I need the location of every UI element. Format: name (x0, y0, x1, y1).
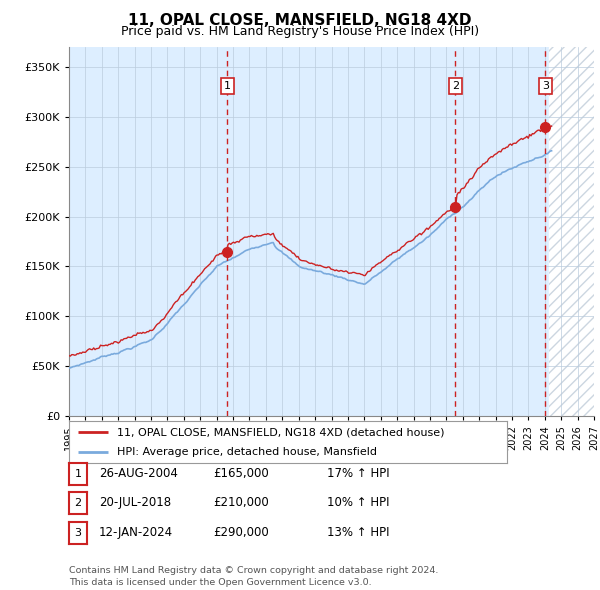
Bar (549, 47, 594, 416)
Text: 1: 1 (224, 81, 231, 91)
Text: Contains HM Land Registry data © Crown copyright and database right 2024.
This d: Contains HM Land Registry data © Crown c… (69, 566, 439, 587)
Text: 12-JAN-2024: 12-JAN-2024 (99, 526, 173, 539)
Text: 2: 2 (452, 81, 459, 91)
Text: £290,000: £290,000 (213, 526, 269, 539)
Text: 11, OPAL CLOSE, MANSFIELD, NG18 4XD (detached house): 11, OPAL CLOSE, MANSFIELD, NG18 4XD (det… (117, 427, 445, 437)
Text: 26-AUG-2004: 26-AUG-2004 (99, 467, 178, 480)
Text: Price paid vs. HM Land Registry's House Price Index (HPI): Price paid vs. HM Land Registry's House … (121, 25, 479, 38)
Bar (549, 47, 594, 416)
Text: 3: 3 (542, 81, 549, 91)
Text: 2: 2 (74, 499, 82, 508)
Text: 1: 1 (74, 469, 82, 478)
Text: £210,000: £210,000 (213, 496, 269, 509)
Text: 20-JUL-2018: 20-JUL-2018 (99, 496, 171, 509)
Text: HPI: Average price, detached house, Mansfield: HPI: Average price, detached house, Mans… (117, 447, 377, 457)
Text: £165,000: £165,000 (213, 467, 269, 480)
Text: 3: 3 (74, 528, 82, 537)
Text: 10% ↑ HPI: 10% ↑ HPI (327, 496, 389, 509)
Text: 11, OPAL CLOSE, MANSFIELD, NG18 4XD: 11, OPAL CLOSE, MANSFIELD, NG18 4XD (128, 13, 472, 28)
Text: 13% ↑ HPI: 13% ↑ HPI (327, 526, 389, 539)
Text: 17% ↑ HPI: 17% ↑ HPI (327, 467, 389, 480)
